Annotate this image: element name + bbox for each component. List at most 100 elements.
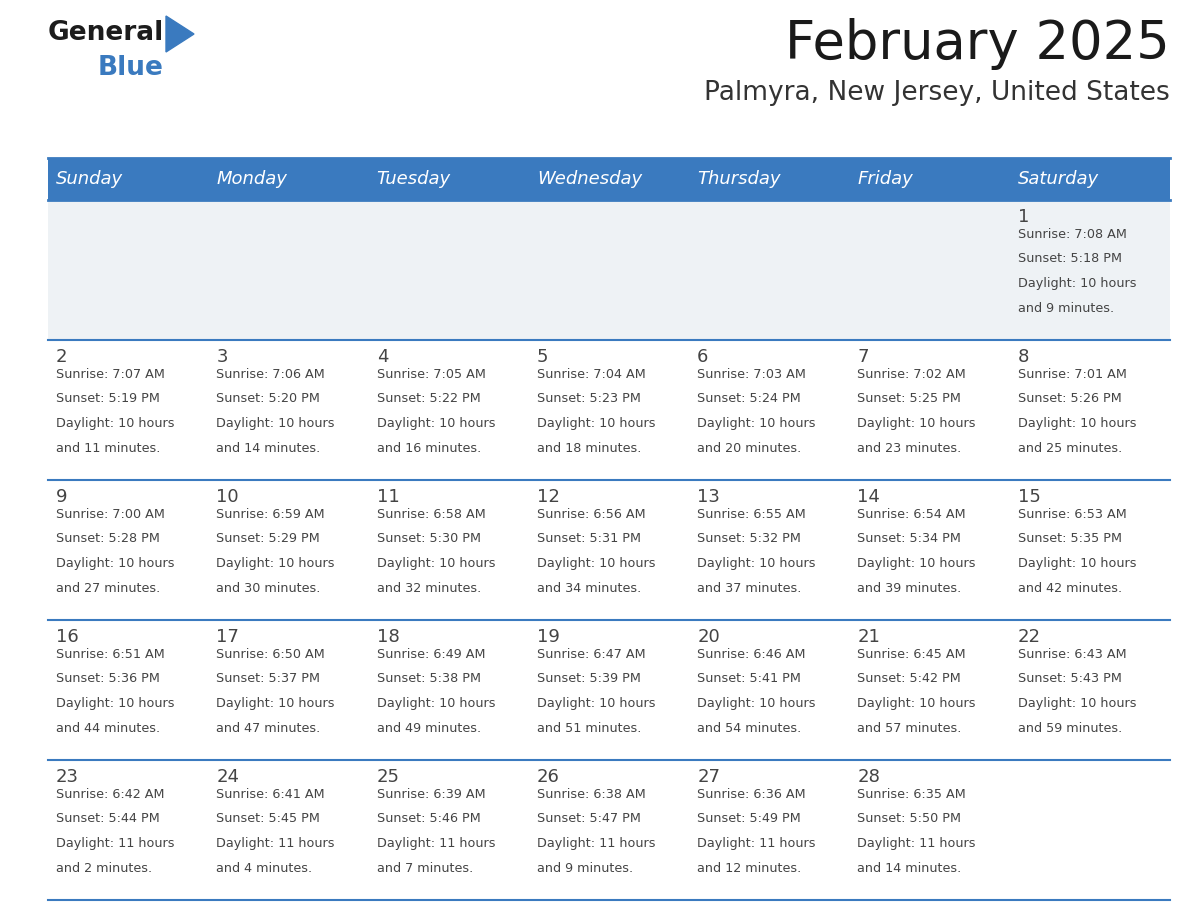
Text: 10: 10 xyxy=(216,488,239,506)
Text: Daylight: 10 hours: Daylight: 10 hours xyxy=(377,417,495,430)
Text: Sunrise: 6:43 AM: Sunrise: 6:43 AM xyxy=(1018,648,1126,661)
Text: Sunrise: 6:49 AM: Sunrise: 6:49 AM xyxy=(377,648,485,661)
Text: Sunset: 5:38 PM: Sunset: 5:38 PM xyxy=(377,673,481,686)
Bar xyxy=(48,200,1170,340)
Text: and 34 minutes.: and 34 minutes. xyxy=(537,581,642,595)
Text: and 18 minutes.: and 18 minutes. xyxy=(537,442,642,454)
Text: Wednesday: Wednesday xyxy=(537,170,642,188)
Text: and 16 minutes.: and 16 minutes. xyxy=(377,442,481,454)
Bar xyxy=(48,158,1170,200)
Text: Sunrise: 6:42 AM: Sunrise: 6:42 AM xyxy=(56,788,164,801)
Text: and 2 minutes.: and 2 minutes. xyxy=(56,861,152,875)
Text: and 11 minutes.: and 11 minutes. xyxy=(56,442,160,454)
Text: Sunrise: 6:47 AM: Sunrise: 6:47 AM xyxy=(537,648,645,661)
Text: 5: 5 xyxy=(537,348,549,366)
Text: Daylight: 10 hours: Daylight: 10 hours xyxy=(216,697,335,710)
Text: 23: 23 xyxy=(56,768,78,786)
Text: Sunset: 5:35 PM: Sunset: 5:35 PM xyxy=(1018,532,1121,545)
Text: Sunrise: 7:01 AM: Sunrise: 7:01 AM xyxy=(1018,368,1126,381)
Text: and 12 minutes.: and 12 minutes. xyxy=(697,861,802,875)
Text: Daylight: 10 hours: Daylight: 10 hours xyxy=(1018,277,1136,290)
Text: Sunset: 5:22 PM: Sunset: 5:22 PM xyxy=(377,393,480,406)
Text: Sunset: 5:19 PM: Sunset: 5:19 PM xyxy=(56,393,160,406)
Text: 1: 1 xyxy=(1018,208,1029,226)
Text: Daylight: 10 hours: Daylight: 10 hours xyxy=(697,417,816,430)
Text: Monday: Monday xyxy=(216,170,287,188)
Text: and 51 minutes.: and 51 minutes. xyxy=(537,722,642,734)
Text: Friday: Friday xyxy=(858,170,914,188)
Text: Saturday: Saturday xyxy=(1018,170,1099,188)
Text: Sunrise: 6:46 AM: Sunrise: 6:46 AM xyxy=(697,648,805,661)
Text: Daylight: 10 hours: Daylight: 10 hours xyxy=(56,417,175,430)
Text: February 2025: February 2025 xyxy=(785,18,1170,70)
Text: General: General xyxy=(48,20,164,46)
Text: Sunrise: 6:56 AM: Sunrise: 6:56 AM xyxy=(537,508,645,521)
Text: 21: 21 xyxy=(858,628,880,646)
Text: Sunrise: 7:00 AM: Sunrise: 7:00 AM xyxy=(56,508,165,521)
Text: 19: 19 xyxy=(537,628,560,646)
Text: Daylight: 10 hours: Daylight: 10 hours xyxy=(56,557,175,570)
Text: 25: 25 xyxy=(377,768,399,786)
Text: Sunset: 5:31 PM: Sunset: 5:31 PM xyxy=(537,532,640,545)
Text: Daylight: 10 hours: Daylight: 10 hours xyxy=(537,697,656,710)
Text: Sunset: 5:26 PM: Sunset: 5:26 PM xyxy=(1018,393,1121,406)
Text: Palmyra, New Jersey, United States: Palmyra, New Jersey, United States xyxy=(704,80,1170,106)
Text: Sunrise: 7:04 AM: Sunrise: 7:04 AM xyxy=(537,368,645,381)
Text: Daylight: 10 hours: Daylight: 10 hours xyxy=(377,697,495,710)
Text: Sunset: 5:23 PM: Sunset: 5:23 PM xyxy=(537,393,640,406)
Text: Sunset: 5:47 PM: Sunset: 5:47 PM xyxy=(537,812,640,825)
Text: Daylight: 10 hours: Daylight: 10 hours xyxy=(537,557,656,570)
Text: 16: 16 xyxy=(56,628,78,646)
Text: Daylight: 10 hours: Daylight: 10 hours xyxy=(858,417,975,430)
Text: Sunset: 5:36 PM: Sunset: 5:36 PM xyxy=(56,673,160,686)
Text: 2: 2 xyxy=(56,348,68,366)
Text: 3: 3 xyxy=(216,348,228,366)
Text: Daylight: 10 hours: Daylight: 10 hours xyxy=(1018,697,1136,710)
Text: Sunrise: 6:54 AM: Sunrise: 6:54 AM xyxy=(858,508,966,521)
Text: and 14 minutes.: and 14 minutes. xyxy=(216,442,321,454)
Text: and 42 minutes.: and 42 minutes. xyxy=(1018,581,1121,595)
Text: Sunset: 5:42 PM: Sunset: 5:42 PM xyxy=(858,673,961,686)
Text: and 20 minutes.: and 20 minutes. xyxy=(697,442,802,454)
Text: 6: 6 xyxy=(697,348,708,366)
Text: Sunrise: 7:03 AM: Sunrise: 7:03 AM xyxy=(697,368,805,381)
Text: Tuesday: Tuesday xyxy=(377,170,450,188)
Text: Sunrise: 6:45 AM: Sunrise: 6:45 AM xyxy=(858,648,966,661)
Text: Sunrise: 6:36 AM: Sunrise: 6:36 AM xyxy=(697,788,805,801)
Bar xyxy=(48,158,1170,200)
Text: Daylight: 10 hours: Daylight: 10 hours xyxy=(858,557,975,570)
Text: and 4 minutes.: and 4 minutes. xyxy=(216,861,312,875)
Text: 14: 14 xyxy=(858,488,880,506)
Text: and 57 minutes.: and 57 minutes. xyxy=(858,722,962,734)
Text: 18: 18 xyxy=(377,628,399,646)
Text: Sunrise: 6:58 AM: Sunrise: 6:58 AM xyxy=(377,508,486,521)
Text: and 25 minutes.: and 25 minutes. xyxy=(1018,442,1121,454)
Text: Sunrise: 6:59 AM: Sunrise: 6:59 AM xyxy=(216,508,324,521)
Text: Sunrise: 7:02 AM: Sunrise: 7:02 AM xyxy=(858,368,966,381)
Text: and 7 minutes.: and 7 minutes. xyxy=(377,861,473,875)
Text: Sunrise: 6:39 AM: Sunrise: 6:39 AM xyxy=(377,788,485,801)
Text: Thursday: Thursday xyxy=(697,170,781,188)
Text: Sunset: 5:41 PM: Sunset: 5:41 PM xyxy=(697,673,801,686)
Text: Sunday: Sunday xyxy=(56,170,124,188)
Text: Sunrise: 6:38 AM: Sunrise: 6:38 AM xyxy=(537,788,645,801)
Text: 8: 8 xyxy=(1018,348,1029,366)
Text: Sunset: 5:30 PM: Sunset: 5:30 PM xyxy=(377,532,481,545)
Text: Sunset: 5:32 PM: Sunset: 5:32 PM xyxy=(697,532,801,545)
Text: Sunset: 5:20 PM: Sunset: 5:20 PM xyxy=(216,393,320,406)
Text: Sunrise: 6:51 AM: Sunrise: 6:51 AM xyxy=(56,648,165,661)
Text: Sunrise: 6:35 AM: Sunrise: 6:35 AM xyxy=(858,788,966,801)
Text: and 23 minutes.: and 23 minutes. xyxy=(858,442,961,454)
Text: 9: 9 xyxy=(56,488,68,506)
Text: 15: 15 xyxy=(1018,488,1041,506)
Text: Sunset: 5:44 PM: Sunset: 5:44 PM xyxy=(56,812,159,825)
Text: Sunset: 5:50 PM: Sunset: 5:50 PM xyxy=(858,812,961,825)
Text: Sunrise: 6:55 AM: Sunrise: 6:55 AM xyxy=(697,508,805,521)
Text: and 9 minutes.: and 9 minutes. xyxy=(1018,301,1114,315)
Text: and 44 minutes.: and 44 minutes. xyxy=(56,722,160,734)
Text: Daylight: 10 hours: Daylight: 10 hours xyxy=(377,557,495,570)
Text: Sunrise: 7:07 AM: Sunrise: 7:07 AM xyxy=(56,368,165,381)
Text: Sunrise: 6:50 AM: Sunrise: 6:50 AM xyxy=(216,648,326,661)
Text: 17: 17 xyxy=(216,628,239,646)
Text: and 27 minutes.: and 27 minutes. xyxy=(56,581,160,595)
